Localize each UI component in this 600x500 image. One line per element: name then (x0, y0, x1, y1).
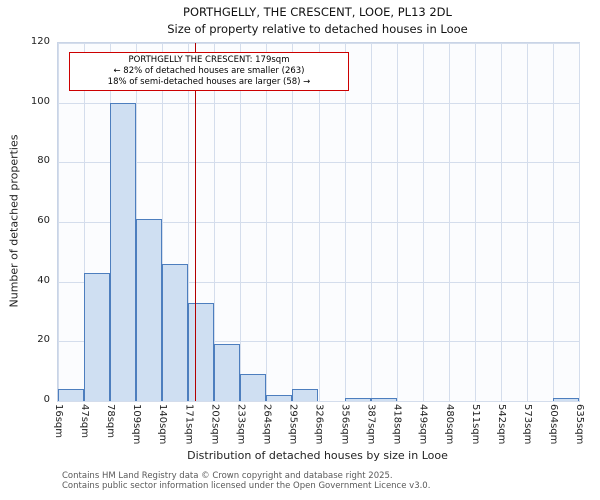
y-tick-label: 40 (37, 274, 50, 286)
x-tick-label: 326sqm (313, 404, 325, 445)
gridline-vertical (240, 43, 242, 401)
histogram-bar (266, 395, 293, 401)
histogram-bar (136, 219, 163, 401)
annotation-line-1: PORTHGELLY THE CRESCENT: 179sqm (128, 55, 290, 65)
x-axis-label: Distribution of detached houses by size … (187, 449, 448, 462)
annotation-line-3: 18% of semi-detached houses are larger (… (107, 77, 311, 87)
histogram-bar (110, 102, 137, 401)
x-tick-label: 449sqm (417, 404, 429, 445)
annotation-line-2: ← 82% of detached houses are smaller (26… (113, 66, 305, 76)
gridline-vertical (266, 43, 268, 401)
x-tick-label: 511sqm (469, 404, 481, 445)
y-tick-label: 100 (30, 95, 50, 107)
gridline-vertical (370, 43, 372, 401)
gridline-vertical (552, 43, 554, 401)
x-tick-label: 264sqm (261, 404, 273, 445)
gridline-vertical (58, 43, 59, 401)
x-tick-label: 542sqm (495, 404, 507, 445)
footer-copyright: Contains HM Land Registry data © Crown c… (62, 471, 393, 481)
x-tick-label: 47sqm (79, 404, 91, 439)
histogram-bar (188, 302, 215, 401)
x-tick-label: 387sqm (365, 404, 377, 445)
histogram-bar (84, 272, 111, 401)
x-tick-label: 78sqm (105, 404, 117, 439)
x-tick-label: 233sqm (235, 404, 247, 445)
histogram-bar (552, 398, 579, 401)
y-tick-label: 60 (37, 215, 50, 226)
x-tick-label: 356sqm (339, 404, 351, 445)
footer-licence: Contains public sector information licen… (62, 481, 431, 491)
gridline-horizontal (58, 401, 579, 402)
x-tick-label: 16sqm (53, 404, 64, 439)
histogram-bar (214, 344, 241, 401)
x-tick-label: 604sqm (547, 404, 559, 445)
gridline-vertical (526, 43, 528, 401)
gridline-vertical (318, 43, 320, 401)
x-tick-label: 418sqm (391, 404, 403, 445)
histogram-bar (58, 389, 85, 401)
x-tick-label: 171sqm (183, 404, 195, 445)
property-size-marker-line (194, 43, 197, 401)
x-tick-label: 480sqm (443, 404, 455, 445)
chart-subtitle: Size of property relative to detached ho… (167, 22, 468, 36)
histogram-bar (344, 398, 371, 401)
chart-title: PORTHGELLY, THE CRESCENT, LOOE, PL13 2DL (183, 5, 452, 19)
histogram-bar (162, 263, 189, 401)
x-tick-label: 573sqm (521, 404, 533, 445)
gridline-vertical (84, 43, 86, 401)
gridline-vertical (422, 43, 424, 401)
x-tick-label: 202sqm (209, 404, 221, 445)
gridline-vertical (579, 43, 580, 401)
x-tick-label: 109sqm (131, 404, 143, 445)
gridline-vertical (292, 43, 294, 401)
x-tick-label: 295sqm (287, 404, 299, 445)
histogram-bar (240, 374, 267, 401)
x-tick-label: 635sqm (574, 404, 585, 445)
histogram-bar (292, 389, 319, 401)
gridline-vertical (188, 43, 190, 401)
y-tick-label: 20 (37, 334, 50, 346)
histogram-bar (370, 398, 397, 401)
gridline-vertical (500, 43, 502, 401)
plot-area: PORTHGELLY THE CRESCENT: 179sqm ← 82% of… (57, 42, 580, 402)
y-tick-label: 80 (37, 155, 50, 167)
gridline-vertical (474, 43, 476, 401)
y-tick-label: 120 (30, 36, 50, 47)
gridline-vertical (162, 43, 164, 401)
gridline-vertical (448, 43, 450, 401)
annotation-box: PORTHGELLY THE CRESCENT: 179sqm ← 82% of… (69, 52, 349, 91)
x-tick-label: 140sqm (157, 404, 169, 445)
gridline-vertical (344, 43, 346, 401)
gridline-vertical (214, 43, 216, 401)
y-tick-label: 0 (43, 394, 50, 405)
gridline-vertical (396, 43, 398, 401)
